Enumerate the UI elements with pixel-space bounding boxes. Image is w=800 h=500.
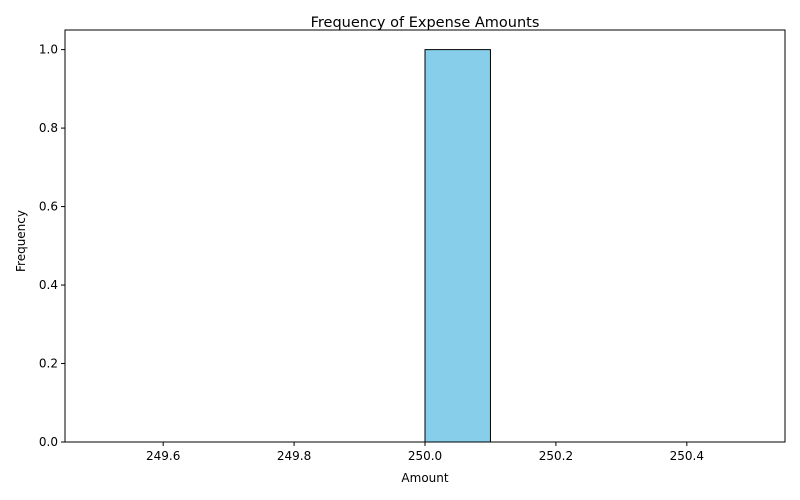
bars-group bbox=[424, 49, 491, 443]
x-tick-label: 249.6 bbox=[146, 449, 180, 463]
histogram-bar bbox=[424, 49, 491, 443]
x-tick-label: 249.8 bbox=[277, 449, 311, 463]
y-tick-label: 0.0 bbox=[39, 435, 58, 449]
y-axis-label: Frequency bbox=[14, 210, 28, 272]
x-axis-label: Amount bbox=[401, 471, 448, 485]
x-tick-label: 250.2 bbox=[539, 449, 573, 463]
y-ticks: 0.0 0.2 0.4 0.6 0.8 1.0 bbox=[39, 43, 65, 449]
y-tick-label: 0.2 bbox=[39, 357, 58, 371]
chart-title: Frequency of Expense Amounts bbox=[311, 15, 540, 31]
y-tick-label: 0.4 bbox=[39, 278, 58, 292]
y-tick-label: 0.8 bbox=[39, 121, 58, 135]
y-tick-label: 0.6 bbox=[39, 200, 58, 214]
plot-frame bbox=[64, 29, 786, 443]
y-tick-label: 1.0 bbox=[39, 43, 58, 57]
x-tick-label: 250.4 bbox=[670, 449, 704, 463]
x-tick-label: 250.0 bbox=[408, 449, 442, 463]
x-ticks: 249.6 249.8 250.0 250.2 250.4 bbox=[146, 442, 704, 463]
